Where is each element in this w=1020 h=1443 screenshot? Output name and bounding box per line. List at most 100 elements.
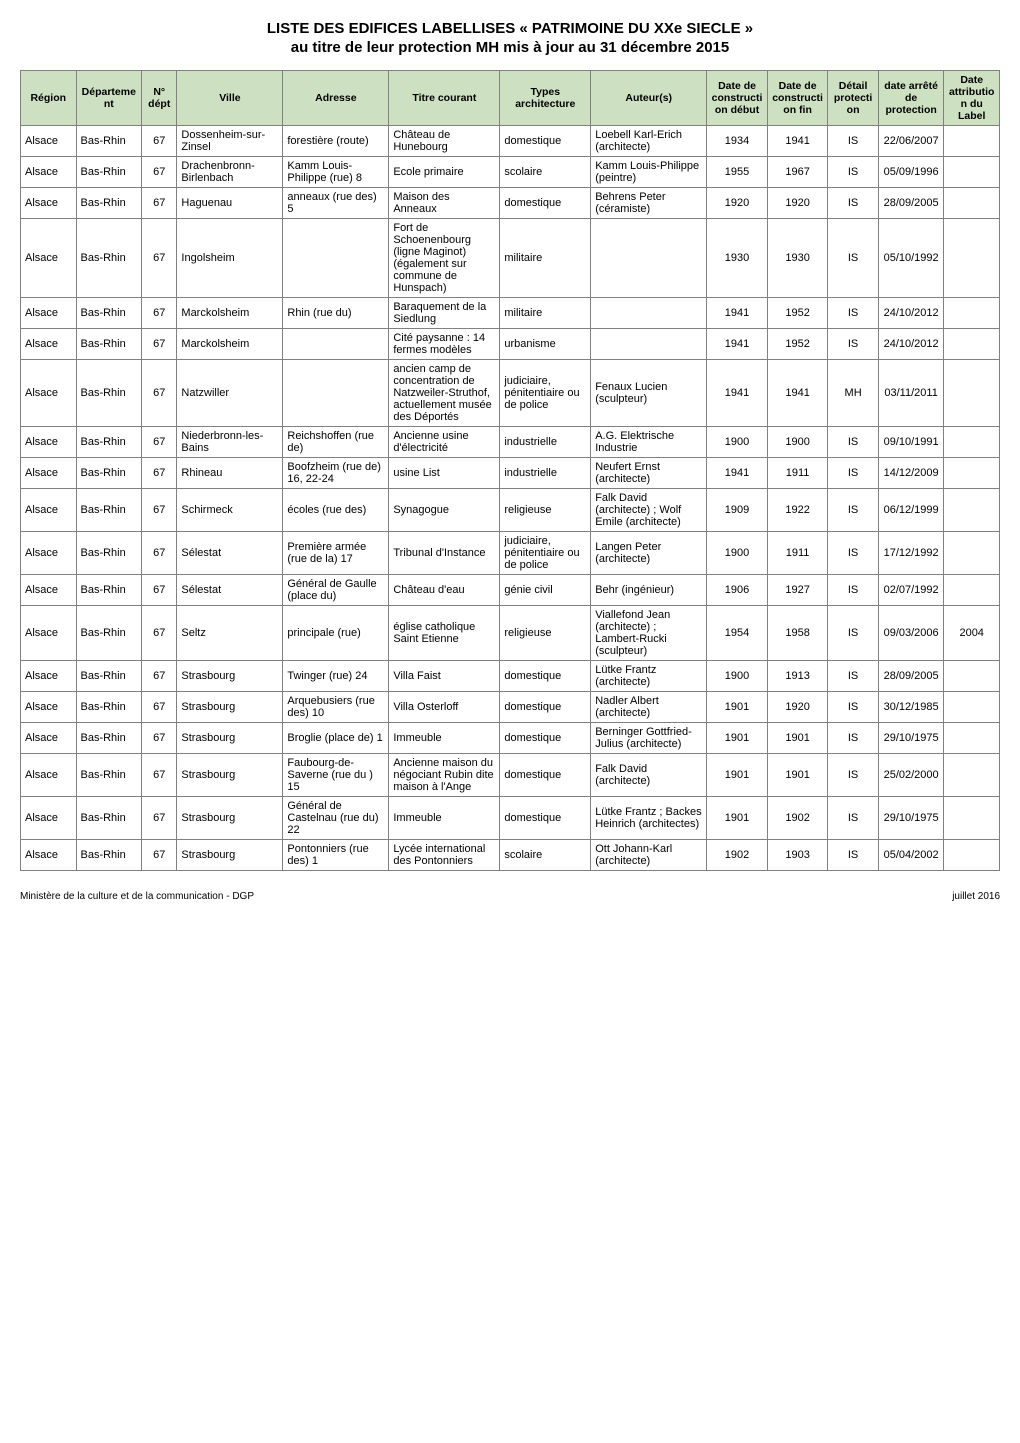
table-cell: 67 [142, 360, 177, 427]
table-cell [944, 797, 1000, 840]
table-cell: Alsace [21, 458, 77, 489]
table-cell: 24/10/2012 [878, 329, 944, 360]
table-cell: Bas-Rhin [76, 126, 142, 157]
table-cell: 67 [142, 661, 177, 692]
table-cell: Behrens Peter (céramiste) [591, 188, 707, 219]
table-cell: Kamm Louis-Philippe (rue) 8 [283, 157, 389, 188]
table-cell: domestique [500, 797, 591, 840]
table-cell: 28/09/2005 [878, 188, 944, 219]
table-cell [944, 126, 1000, 157]
table-cell: domestique [500, 188, 591, 219]
table-cell: Alsace [21, 575, 77, 606]
table-cell: génie civil [500, 575, 591, 606]
table-cell: 1952 [767, 298, 828, 329]
table-cell: Bas-Rhin [76, 329, 142, 360]
table-cell: 1903 [767, 840, 828, 871]
table-row: AlsaceBas-Rhin67Niederbronn-les-BainsRei… [21, 427, 1000, 458]
table-cell: 1920 [707, 188, 768, 219]
table-cell: Haguenau [177, 188, 283, 219]
table-cell [944, 532, 1000, 575]
table-cell [283, 219, 389, 298]
table-cell: 1900 [707, 532, 768, 575]
table-cell: Fort de Schoenenbourg (ligne Maginot) (é… [389, 219, 500, 298]
table-row: AlsaceBas-Rhin67StrasbourgBroglie (place… [21, 723, 1000, 754]
table-cell: Cité paysanne : 14 fermes modèles [389, 329, 500, 360]
table-cell: Bas-Rhin [76, 458, 142, 489]
table-cell: IS [828, 754, 878, 797]
table-row: AlsaceBas-Rhin67SélestatGénéral de Gaull… [21, 575, 1000, 606]
table-row: AlsaceBas-Rhin67IngolsheimFort de Schoen… [21, 219, 1000, 298]
table-cell: militaire [500, 298, 591, 329]
table-cell: Bas-Rhin [76, 532, 142, 575]
table-cell: 06/12/1999 [878, 489, 944, 532]
page-title: LISTE DES EDIFICES LABELLISES « PATRIMOI… [20, 20, 1000, 37]
table-cell: église catholique Saint Etienne [389, 606, 500, 661]
table-cell: Alsace [21, 329, 77, 360]
table-cell: ancien camp de concentration de Natzweil… [389, 360, 500, 427]
table-cell: 67 [142, 219, 177, 298]
table-cell: 1941 [707, 458, 768, 489]
table-cell: Alsace [21, 532, 77, 575]
table-cell: forestière (route) [283, 126, 389, 157]
table-cell: 1901 [707, 797, 768, 840]
table-cell: Niederbronn-les-Bains [177, 427, 283, 458]
table-cell: 1906 [707, 575, 768, 606]
table-cell: 1941 [767, 360, 828, 427]
table-row: AlsaceBas-Rhin67Haguenauanneaux (rue des… [21, 188, 1000, 219]
table-cell: Rhin (rue du) [283, 298, 389, 329]
table-row: AlsaceBas-Rhin67Drachenbronn-BirlenbachK… [21, 157, 1000, 188]
table-cell: 67 [142, 458, 177, 489]
table-cell: 05/04/2002 [878, 840, 944, 871]
table-cell: IS [828, 427, 878, 458]
table-cell: Bas-Rhin [76, 754, 142, 797]
table-cell: 1901 [767, 723, 828, 754]
table-cell: Behr (ingénieur) [591, 575, 707, 606]
table-cell: 1920 [767, 692, 828, 723]
table-cell: Bas-Rhin [76, 188, 142, 219]
table-cell: Alsace [21, 754, 77, 797]
table-cell: 22/06/2007 [878, 126, 944, 157]
table-cell: Général de Gaulle (place du) [283, 575, 389, 606]
table-cell: Arquebusiers (rue des) 10 [283, 692, 389, 723]
table-cell: 1952 [767, 329, 828, 360]
table-cell: Bas-Rhin [76, 606, 142, 661]
table-cell: scolaire [500, 840, 591, 871]
table-cell: 05/10/1992 [878, 219, 944, 298]
table-row: AlsaceBas-Rhin67StrasbourgGénéral de Cas… [21, 797, 1000, 840]
table-cell: 1941 [707, 360, 768, 427]
table-cell: IS [828, 661, 878, 692]
table-cell [944, 329, 1000, 360]
table-cell: 1901 [767, 754, 828, 797]
data-table: RégionDépartementN° déptVilleAdresseTitr… [20, 70, 1000, 871]
table-row: AlsaceBas-Rhin67Dossenheim-sur-Zinselfor… [21, 126, 1000, 157]
table-cell: 67 [142, 532, 177, 575]
table-cell: 1900 [707, 661, 768, 692]
table-cell: 03/11/2011 [878, 360, 944, 427]
table-row: AlsaceBas-Rhin67StrasbourgPontonniers (r… [21, 840, 1000, 871]
table-cell: domestique [500, 126, 591, 157]
table-row: AlsaceBas-Rhin67MarckolsheimRhin (rue du… [21, 298, 1000, 329]
table-cell [944, 575, 1000, 606]
column-header: Détail protection [828, 71, 878, 126]
table-cell: Falk David (architecte) ; Wolf Emile (ar… [591, 489, 707, 532]
table-cell: Maison des Anneaux [389, 188, 500, 219]
table-cell: Seltz [177, 606, 283, 661]
table-cell: 1954 [707, 606, 768, 661]
table-cell [944, 692, 1000, 723]
table-cell: Schirmeck [177, 489, 283, 532]
table-cell: 67 [142, 427, 177, 458]
table-cell: Bas-Rhin [76, 489, 142, 532]
table-cell: IS [828, 489, 878, 532]
table-cell: 1900 [767, 427, 828, 458]
table-cell: domestique [500, 754, 591, 797]
table-cell: 1901 [707, 754, 768, 797]
table-cell: Dossenheim-sur-Zinsel [177, 126, 283, 157]
table-cell: Alsace [21, 157, 77, 188]
column-header: Titre courant [389, 71, 500, 126]
table-cell: Reichshoffen (rue de) [283, 427, 389, 458]
table-cell: 1967 [767, 157, 828, 188]
table-cell: 05/09/1996 [878, 157, 944, 188]
table-cell: Rhineau [177, 458, 283, 489]
table-cell: Fenaux Lucien (sculpteur) [591, 360, 707, 427]
table-cell [944, 219, 1000, 298]
